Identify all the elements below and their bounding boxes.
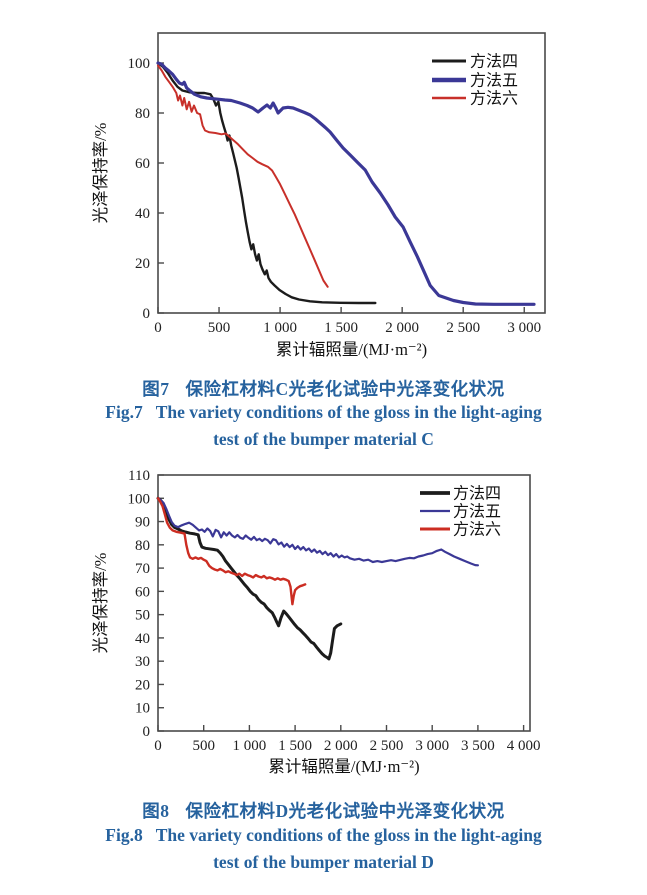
plot-border: [157, 474, 531, 732]
legend-label-方法五: 方法五: [470, 72, 518, 90]
y-tick-label: 80: [135, 106, 150, 122]
y-axis-title: 光泽保持率/%: [91, 552, 110, 653]
y-tick-label: 0: [143, 724, 151, 740]
figure8-caption-en-line2: test of the bumper material D: [213, 852, 434, 872]
legend-label-方法四: 方法四: [453, 485, 501, 503]
y-axis-title: 光泽保持率/%: [91, 122, 110, 223]
figure7-chart: 0 500 1 000 1 500 2 000 2 500 3 000 0 20 40 60 80 10…: [0, 0, 647, 375]
y-tick-label: 100: [128, 491, 151, 507]
x-tick-label: 3 000: [415, 738, 449, 754]
figure8-caption-en-line1: Fig.8 The variety conditions of the gloss…: [0, 825, 647, 846]
figure7-plot: 0 500 1 000 1 500 2 000 2 500 3 000 0 20 40 60 80 10…: [91, 32, 546, 359]
y-tick-label: 70: [135, 561, 150, 577]
x-tick-label: 3 500: [461, 738, 495, 754]
y-tick-label: 0: [143, 306, 151, 322]
figure7-caption-en-line2: test of the bumper material C: [213, 429, 434, 449]
figure8-number-en: Fig.8: [105, 825, 143, 845]
legend-label-方法五: 方法五: [453, 503, 501, 521]
y-tick-label: 50: [135, 608, 150, 624]
figure7-number-en: Fig.7: [105, 402, 143, 422]
y-tick-label: 110: [128, 468, 150, 484]
legend-label-方法六: 方法六: [470, 90, 518, 108]
y-tick-label: 60: [135, 156, 150, 172]
figure8-chart: 0 500 1 000 1 500 2 000 2 500 3 000 3 500 4 000 0…: [0, 455, 647, 790]
series-line-方法五: [156, 61, 536, 306]
x-tick-label: 1 500: [324, 320, 358, 336]
plot-border: [157, 32, 546, 314]
legend-label-方法四: 方法四: [470, 53, 518, 71]
x-tick-label: 500: [208, 320, 231, 336]
y-tick-label: 90: [135, 515, 150, 531]
y-tick-label: 60: [135, 584, 150, 600]
x-tick-label: 2 500: [370, 738, 404, 754]
figure7-caption-zh: 图7 保险杠材料C光老化试验中光泽变化状况: [0, 376, 647, 401]
figure8-title-en: The variety conditions of the gloss in t…: [155, 825, 542, 845]
series-line-方法五: [156, 497, 479, 567]
x-axis-title: 累计辐照量/(MJ·m⁻²): [268, 757, 419, 776]
figure7-title-en: The variety conditions of the gloss in t…: [155, 402, 542, 422]
x-tick-label: 1 000: [233, 738, 267, 754]
x-tick-label: 1 000: [263, 320, 297, 336]
series-line-方法四: [156, 496, 343, 661]
figure7-number-zh: 图7: [142, 379, 170, 399]
y-tick-label: 30: [135, 654, 150, 670]
y-tick-label: 10: [135, 701, 150, 717]
series-line-方法六: [156, 497, 307, 606]
x-tick-label: 2 000: [324, 738, 358, 754]
x-axis-title: 累计辐照量/(MJ·m⁻²): [276, 340, 427, 359]
y-tick-label: 40: [135, 206, 150, 222]
y-tick-label: 100: [128, 56, 151, 72]
x-tick-label: 3 000: [507, 320, 541, 336]
x-tick-label: 0: [154, 738, 162, 754]
figure8-caption-zh: 图8 保险杠材料D光老化试验中光泽变化状况: [0, 798, 647, 823]
figure8-number-zh: 图8: [142, 801, 170, 821]
figure7-caption-en-line1: Fig.7 The variety conditions of the gloss…: [0, 402, 647, 423]
y-tick-label: 20: [135, 256, 150, 272]
x-tick-label: 4 000: [507, 738, 541, 754]
series-line-方法六: [157, 64, 329, 288]
y-tick-label: 20: [135, 677, 150, 693]
figure7-title-zh: 保险杠材料C光老化试验中光泽变化状况: [185, 379, 505, 399]
figure8-plot: 0 500 1 000 1 500 2 000 2 500 3 000 3 500 4 000 0…: [91, 468, 541, 776]
series-line-方法四: [156, 61, 377, 305]
x-tick-label: 0: [154, 320, 162, 336]
x-tick-label: 2 500: [446, 320, 480, 336]
y-tick-label: 40: [135, 631, 150, 647]
x-tick-label: 1 500: [278, 738, 312, 754]
x-tick-label: 2 000: [385, 320, 419, 336]
x-tick-label: 500: [192, 738, 215, 754]
figure8-title-zh: 保险杠材料D光老化试验中光泽变化状况: [185, 801, 505, 821]
legend-label-方法六: 方法六: [453, 521, 501, 539]
y-tick-label: 80: [135, 538, 150, 554]
cropped-axis-label-artifact: 110: [127, 457, 171, 462]
